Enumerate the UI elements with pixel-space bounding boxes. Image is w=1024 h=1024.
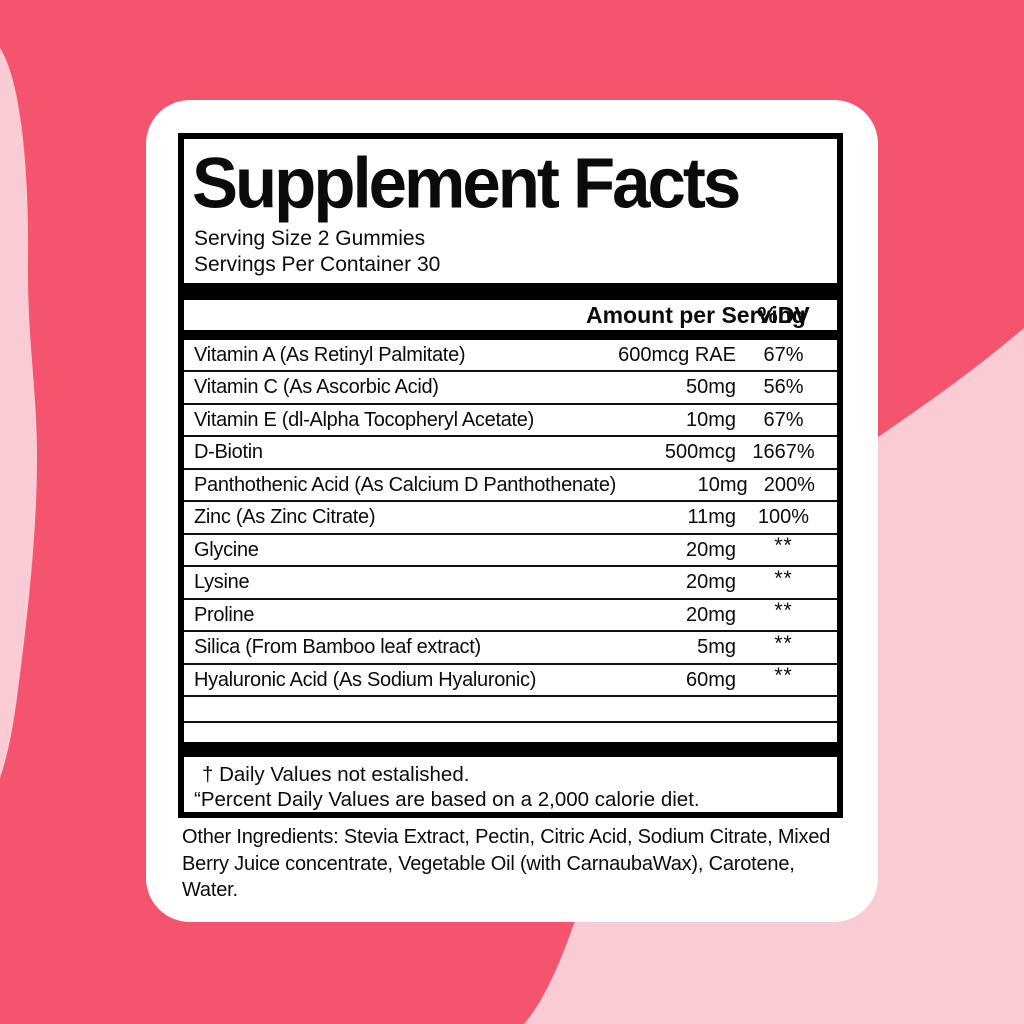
serving-info: Serving Size 2 Gummies Servings Per Cont… (194, 226, 837, 278)
nutrient-dv: ** (736, 534, 831, 562)
divider-bar-thick-top (184, 283, 837, 300)
blank-row (184, 697, 837, 724)
nutrient-dv: ** (736, 567, 831, 595)
dv-asterisks: ** (774, 664, 793, 688)
nutrient-row: Panthothenic Acid (As Calcium D Panthoth… (184, 470, 837, 503)
nutrient-row: Vitamin C (As Ascorbic Acid) 50mg 56% (184, 372, 837, 405)
nutrient-rows: Vitamin A (As Retinyl Palmitate) 600mcg … (184, 340, 837, 698)
nutrient-name: Glycine (194, 538, 259, 561)
nutrient-row: Glycine 20mg ** (184, 534, 837, 568)
divider-bar-above-footnotes (184, 742, 837, 757)
nutrient-row: Hyaluronic Acid (As Sodium Hyaluronic) 6… (184, 664, 837, 698)
table-header-row: Amount per Serving %DV (184, 300, 837, 331)
nutrient-name: Lysine (194, 571, 250, 594)
nutrient-amount: 20mg (685, 571, 736, 594)
dv-asterisks: ** (774, 534, 793, 558)
panel-title: Supplement Facts (192, 142, 741, 223)
serving-size-text: Serving Size 2 Gummies (194, 227, 426, 250)
nutrient-name: Zinc (As Zinc Citrate) (194, 506, 376, 529)
nutrient-dv: 67% (763, 343, 804, 366)
header-amount-per-serving: Amount per Serving (586, 301, 806, 328)
nutrient-amount: 10mg (697, 473, 748, 496)
nutrient-dv: 100% (757, 506, 810, 529)
nutrient-amount: 500mcg (664, 441, 736, 464)
header-percent-dv: %DV (757, 301, 810, 328)
nutrient-name: Vitamin A (As Retinyl Palmitate) (194, 343, 466, 366)
nutrient-amount: 11mg (687, 506, 736, 529)
footnote-daily-values: † Daily Values not estalished. (202, 763, 470, 786)
nutrient-row: Lysine 20mg ** (184, 567, 837, 600)
nutrient-amount: 600mcg RAE (618, 343, 736, 366)
nutrient-amount: 20mg (685, 603, 736, 626)
nutrient-dv: 56% (763, 376, 804, 399)
other-ingredients-text: Other Ingredients: Stevia Extract, Pecti… (182, 826, 831, 901)
nutrient-row: Vitamin A (As Retinyl Palmitate) 600mcg … (184, 340, 837, 373)
left-blob-shape (0, 48, 37, 778)
servings-per-container-text: Servings Per Container 30 (194, 253, 441, 276)
footnotes: † Daily Values not estalished. “Percent … (194, 762, 837, 812)
dv-asterisks: ** (774, 566, 793, 590)
nutrient-amount: 5mg (697, 636, 736, 659)
footnote-percent-dv: “Percent Daily Values are based on a 2,0… (194, 788, 700, 811)
nutrient-name: Panthothenic Acid (As Calcium D Panthoth… (194, 473, 617, 496)
nutrient-dv: 200% (763, 473, 815, 496)
supplement-facts-panel: Supplement Facts Serving Size 2 Gummies … (178, 133, 843, 818)
nutrient-row: D-Biotin 500mcg 1667% (184, 437, 837, 470)
nutrient-dv: ** (736, 599, 831, 627)
spacer (184, 723, 837, 742)
nutrient-dv: ** (736, 664, 831, 692)
nutrient-name: D-Biotin (194, 441, 263, 464)
label-card: Supplement Facts Serving Size 2 Gummies … (146, 100, 878, 922)
nutrient-dv: 1667% (752, 441, 815, 464)
nutrient-amount: 20mg (685, 538, 736, 561)
nutrient-amount: 50mg (685, 376, 736, 399)
nutrient-row: Vitamin E (dl-Alpha Tocopheryl Acetate) … (184, 405, 837, 438)
nutrient-amount: 10mg (685, 408, 736, 431)
nutrient-name: Silica (From Bamboo leaf extract) (194, 636, 481, 659)
nutrient-dv: ** (736, 632, 831, 660)
divider-bar-below-header (184, 330, 837, 340)
nutrient-name: Vitamin E (dl-Alpha Tocopheryl Acetate) (194, 408, 534, 431)
nutrient-row: Proline 20mg ** (184, 599, 837, 633)
nutrient-row: Silica (From Bamboo leaf extract) 5mg ** (184, 632, 837, 665)
dv-asterisks: ** (774, 631, 793, 655)
nutrient-amount: 60mg (685, 668, 736, 691)
nutrient-dv: 67% (763, 408, 804, 431)
nutrient-name: Proline (194, 603, 255, 626)
nutrient-name: Hyaluronic Acid (As Sodium Hyaluronic) (194, 668, 537, 691)
dv-asterisks: ** (774, 599, 793, 623)
nutrient-name: Vitamin C (As Ascorbic Acid) (194, 376, 439, 399)
nutrient-row: Zinc (As Zinc Citrate) 11mg 100% (184, 502, 837, 535)
